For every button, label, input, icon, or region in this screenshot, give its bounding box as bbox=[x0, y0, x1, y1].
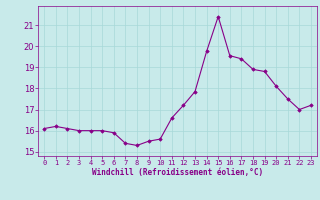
X-axis label: Windchill (Refroidissement éolien,°C): Windchill (Refroidissement éolien,°C) bbox=[92, 168, 263, 177]
